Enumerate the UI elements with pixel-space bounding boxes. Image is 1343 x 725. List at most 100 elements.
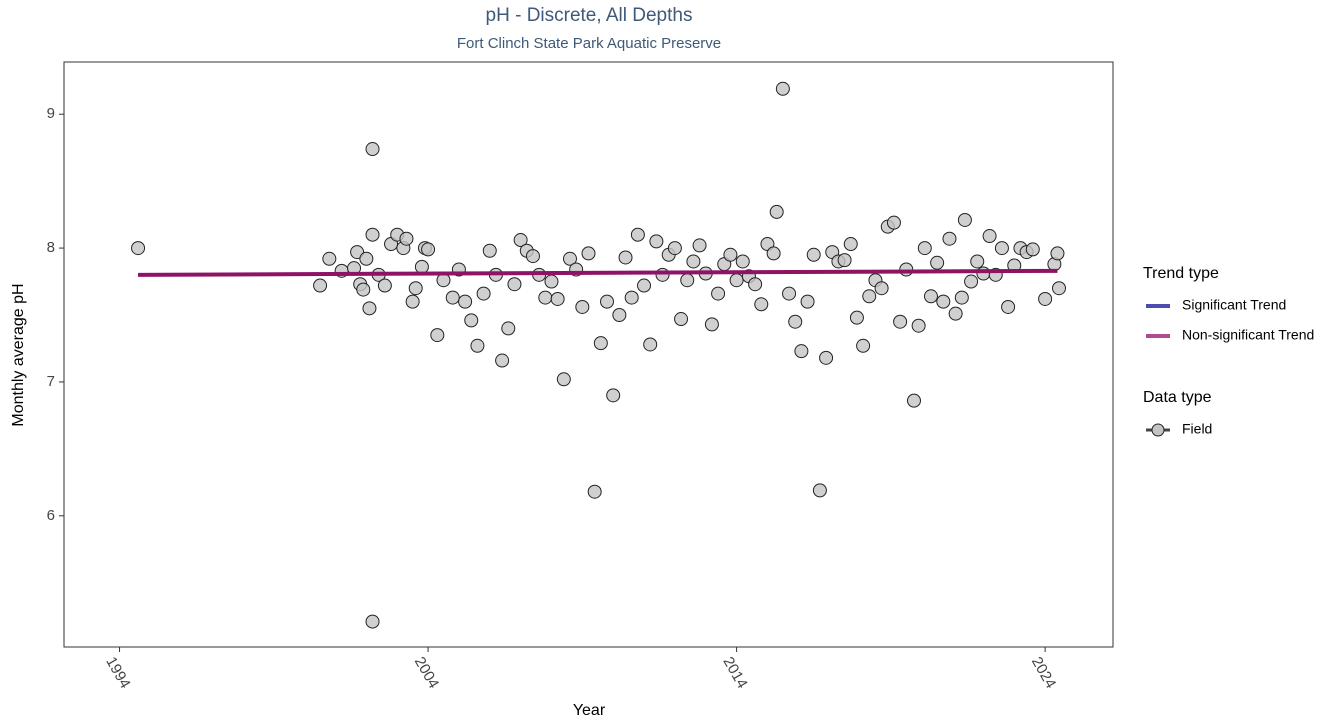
- data-point: [936, 294, 951, 309]
- y-tick-label: 6: [47, 507, 55, 524]
- data-point: [131, 241, 146, 256]
- data-point: [445, 290, 460, 305]
- data-point: [544, 274, 559, 289]
- data-point: [948, 306, 963, 321]
- legend-title: Data type: [1143, 389, 1212, 406]
- y-tick-label: 7: [47, 373, 55, 390]
- data-point: [556, 372, 571, 387]
- data-point: [501, 321, 516, 336]
- data-point: [906, 393, 921, 408]
- data-point: [365, 614, 380, 629]
- data-point: [538, 290, 553, 305]
- data-point: [1050, 246, 1065, 261]
- data-point: [982, 229, 997, 244]
- data-point: [612, 308, 627, 323]
- data-point: [680, 273, 695, 288]
- data-point: [748, 277, 763, 292]
- data-point: [800, 294, 815, 309]
- data-point: [794, 344, 809, 359]
- data-point: [849, 310, 864, 325]
- x-tick-label: 1994: [102, 654, 133, 691]
- chart-title: pH - Discrete, All Depths: [486, 5, 693, 26]
- data-point: [970, 254, 985, 269]
- data-point: [954, 290, 969, 305]
- data-point: [507, 277, 522, 292]
- data-point: [458, 294, 473, 309]
- data-point: [482, 243, 497, 258]
- y-axis-label: Monthly average pH: [10, 283, 27, 426]
- plot-frame: [63, 61, 1114, 648]
- data-point: [575, 299, 590, 314]
- data-point: [856, 338, 871, 353]
- data-point: [782, 286, 797, 301]
- x-tick-label: 2024: [1028, 654, 1059, 691]
- data-point: [1052, 281, 1067, 296]
- data-point: [893, 314, 908, 329]
- data-point: [655, 267, 670, 282]
- data-point: [649, 234, 664, 249]
- data-point: [421, 242, 436, 257]
- data-point: [408, 281, 423, 296]
- data-point: [754, 297, 769, 312]
- data-point: [711, 286, 726, 301]
- data-point: [976, 266, 991, 281]
- data-point: [766, 246, 781, 261]
- data-point: [1038, 291, 1053, 306]
- data-point: [686, 254, 701, 269]
- legend-label: Field: [1182, 421, 1212, 437]
- data-point: [964, 274, 979, 289]
- data-point: [911, 318, 926, 333]
- data-point: [723, 247, 738, 262]
- data-point: [862, 289, 877, 304]
- data-point: [313, 278, 328, 293]
- data-point: [399, 231, 414, 246]
- data-point: [769, 204, 784, 219]
- data-point: [405, 294, 420, 309]
- data-point: [957, 212, 972, 227]
- x-tick-label: 2014: [719, 654, 750, 691]
- data-point: [587, 484, 602, 499]
- data-point: [1001, 299, 1016, 314]
- data-point: [430, 328, 445, 343]
- data-point: [837, 253, 852, 268]
- data-point: [624, 290, 639, 305]
- data-point: [356, 282, 371, 297]
- data-point: [562, 251, 577, 266]
- data-point: [729, 273, 744, 288]
- data-point: [874, 281, 889, 296]
- data-point: [923, 289, 938, 304]
- data-point: [942, 231, 957, 246]
- legend-swatch: [1151, 423, 1165, 437]
- data-point: [322, 251, 337, 266]
- data-point: [606, 388, 621, 403]
- data-point: [674, 312, 689, 327]
- data-point: [365, 142, 380, 157]
- legend-title: Trend type: [1143, 265, 1219, 282]
- data-point: [930, 255, 945, 270]
- data-point: [365, 227, 380, 242]
- data-point: [886, 215, 901, 230]
- data-point: [414, 259, 429, 274]
- data-point: [476, 286, 491, 301]
- data-point: [581, 246, 596, 261]
- chart-subtitle: Fort Clinch State Park Aquatic Preserve: [457, 35, 721, 52]
- data-point: [812, 483, 827, 498]
- data-point: [550, 291, 565, 306]
- data-point: [843, 237, 858, 252]
- data-point: [775, 81, 790, 96]
- data-point: [692, 238, 707, 253]
- data-point: [643, 337, 658, 352]
- y-tick-label: 8: [47, 239, 55, 256]
- data-point: [704, 317, 719, 332]
- x-axis-label: Year: [573, 702, 606, 719]
- data-point: [735, 254, 750, 269]
- data-point: [637, 278, 652, 293]
- data-point: [600, 294, 615, 309]
- trend-line: [138, 268, 1058, 277]
- data-point: [667, 241, 682, 256]
- legend-label: Non-significant Trend: [1182, 327, 1314, 343]
- data-point: [618, 250, 633, 265]
- data-point: [593, 336, 608, 351]
- data-point: [788, 314, 803, 329]
